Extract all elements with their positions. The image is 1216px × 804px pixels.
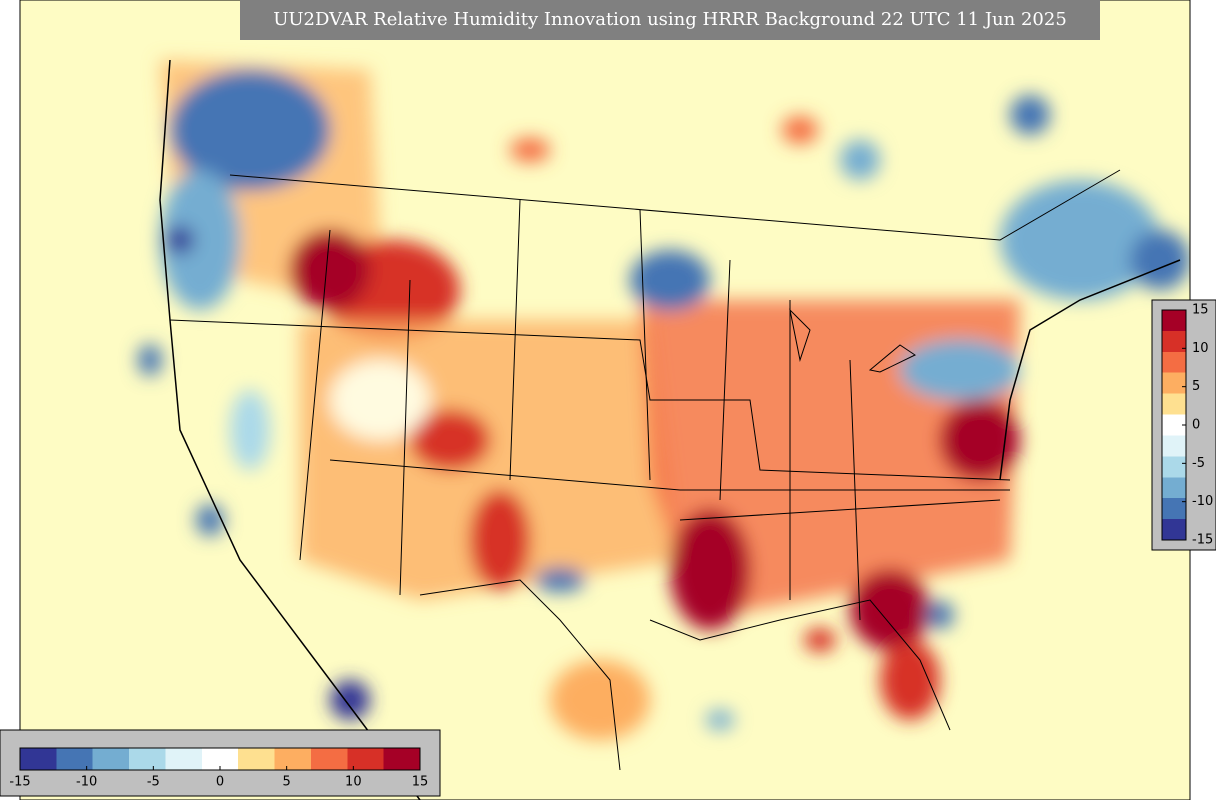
colorbar-tick-label: 0 [1192,418,1200,433]
colorbar-tick-label: 15 [1192,303,1209,318]
colorbar-tick-label: 15 [412,775,429,790]
colorbar-tick-label: 10 [345,775,362,790]
colorbar-tick-label: 5 [1192,379,1200,394]
colorbar-tick-label: -5 [1192,456,1205,471]
colorbar-tick-label: 10 [1192,341,1209,356]
colorbar-tick-label: 0 [216,775,224,790]
colorbar-tick-label: -15 [9,775,30,790]
colorbar-tick-label: -5 [147,775,160,790]
boundaries [159,59,1181,800]
colorbar-tick-label: -10 [76,775,97,790]
map-title: UU2DVAR Relative Humidity Innovation usi… [273,9,1067,30]
humidity-field [138,60,1190,740]
colorbar-tick-label: 5 [283,775,291,790]
colorbar-tick-label: -15 [1192,533,1213,548]
map-field [20,0,1190,800]
colorbar-tick-label: -10 [1192,494,1213,509]
colorbars: -15 -15 -10 -10 -5 -5 0 0 5 5 10 10 15 15 [9,303,1213,790]
title-box [240,0,1100,40]
